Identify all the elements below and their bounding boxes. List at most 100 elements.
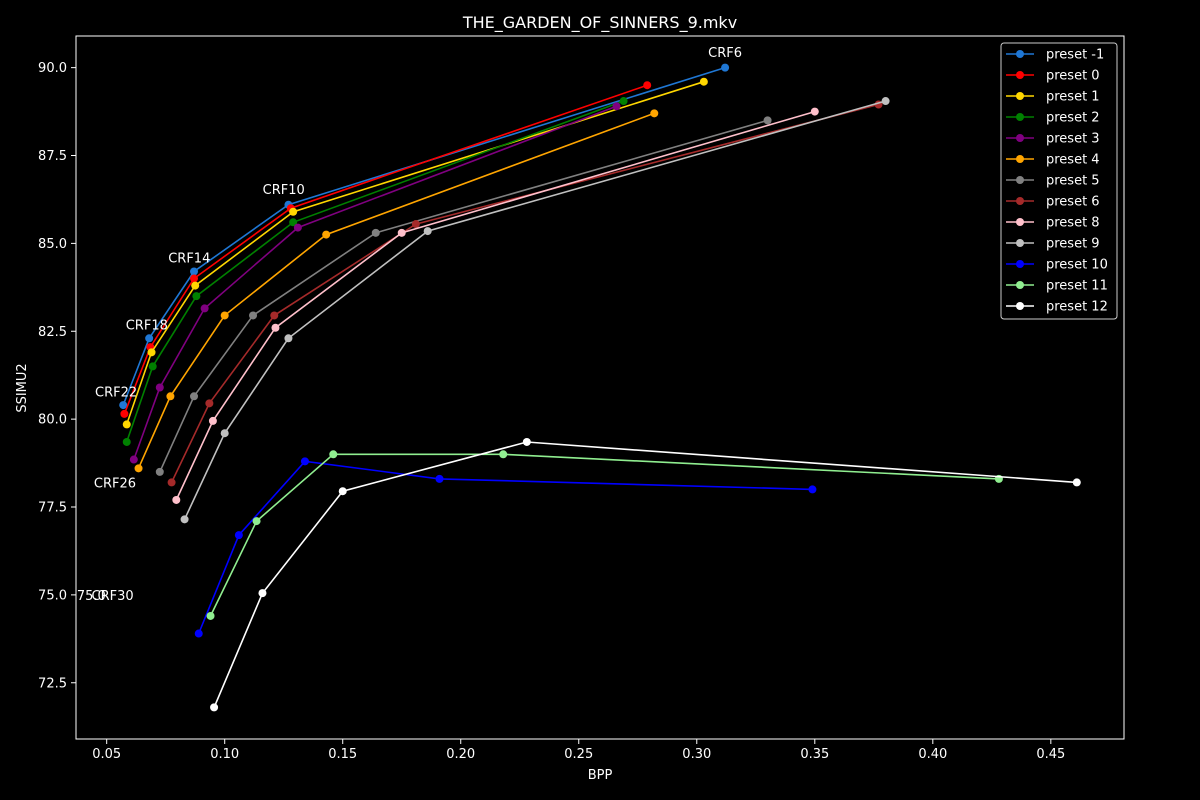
x-tick-label: 0.15 [328, 747, 357, 762]
series-9 [180, 97, 890, 524]
x-tick-label: 0.10 [210, 747, 239, 762]
data-point [329, 450, 338, 459]
legend-item: preset 10 [1006, 258, 1108, 273]
legend-item: preset 8 [1006, 216, 1100, 231]
legend-item: preset 12 [1006, 300, 1108, 315]
data-point [155, 467, 164, 476]
legend-label: preset 0 [1046, 69, 1100, 84]
data-point [122, 420, 131, 429]
data-point [208, 416, 217, 425]
data-point [190, 392, 199, 401]
x-tick-label: 0.30 [682, 747, 711, 762]
data-point [234, 531, 243, 540]
series-10 [194, 457, 817, 638]
data-point [122, 437, 131, 446]
x-tick-label: 0.45 [1036, 747, 1065, 762]
legend-label: preset 4 [1046, 153, 1100, 168]
legend-item: preset 6 [1006, 195, 1100, 210]
data-point [1072, 478, 1081, 487]
data-point [200, 304, 209, 313]
series-11 [206, 450, 1003, 620]
legend-label: preset 1 [1046, 90, 1100, 105]
data-point [148, 362, 157, 371]
legend-item: preset 5 [1006, 174, 1100, 189]
legend-swatch-marker [1016, 92, 1024, 100]
data-point [338, 487, 347, 496]
legend-label: preset 2 [1046, 111, 1100, 126]
data-point [612, 102, 621, 111]
series-5 [134, 109, 659, 473]
data-point [289, 207, 298, 216]
series-8 [172, 107, 819, 504]
data-point [210, 703, 219, 712]
data-point [206, 611, 215, 620]
series-4 [129, 102, 621, 464]
y-axis: 72.5 75.0 77.5 80.0 82.5 85.0 87.5 90.0 [38, 61, 76, 691]
data-point [810, 107, 819, 116]
y-axis-label: SSIMU2 [15, 363, 30, 412]
data-point [808, 485, 817, 494]
legend-swatch-marker [1016, 302, 1024, 310]
annotation-label: 75.0 [77, 589, 106, 604]
data-point [192, 292, 201, 301]
annotation-label: CRF6 [708, 46, 742, 61]
legend-item: preset 3 [1006, 132, 1100, 147]
data-point [435, 474, 444, 483]
legend-label: preset 12 [1046, 300, 1108, 315]
y-tick-label: 90.0 [38, 61, 67, 76]
data-point [293, 223, 302, 232]
y-tick-label: 75.0 [38, 588, 67, 603]
data-point [271, 323, 280, 332]
legend-swatch-marker [1016, 50, 1024, 58]
x-tick-label: 0.20 [446, 747, 475, 762]
data-point [147, 348, 156, 357]
legend-item: preset 4 [1006, 153, 1100, 168]
x-tick-label: 0.05 [92, 747, 121, 762]
data-point [643, 81, 652, 90]
legend-swatch-marker [1016, 113, 1024, 121]
legend: preset -1 preset 0 preset 1 preset 2 preset … [1000, 42, 1118, 320]
data-point [411, 220, 420, 229]
annotation-label: CRF14 [168, 252, 210, 267]
legend-label: preset 6 [1046, 195, 1100, 210]
y-tick-label: 77.5 [38, 501, 67, 516]
data-point [134, 464, 143, 473]
x-axis-label: BPP [588, 768, 613, 783]
series-layer [119, 63, 1081, 712]
series-6 [155, 116, 772, 476]
y-tick-label: 80.0 [38, 413, 67, 428]
data-point [220, 429, 229, 438]
data-point [397, 228, 406, 237]
legend-label: preset 10 [1046, 258, 1108, 273]
chart-title: THE_GARDEN_OF_SINNERS_9.mkv [462, 13, 737, 33]
x-tick-label: 0.25 [564, 747, 593, 762]
legend-label: preset 5 [1046, 174, 1100, 189]
series-2 [122, 77, 708, 429]
data-point [699, 77, 708, 86]
series-12 [210, 437, 1081, 712]
annotation-label: CRF18 [126, 319, 168, 334]
data-point [371, 228, 380, 237]
legend-swatch-marker [1016, 155, 1024, 163]
data-point [258, 589, 267, 598]
series-1 [120, 81, 652, 418]
y-tick-label: 72.5 [38, 676, 67, 691]
data-point [650, 109, 659, 118]
data-point [881, 97, 890, 106]
legend-swatch-marker [1016, 176, 1024, 184]
legend-item: preset -1 [1006, 48, 1104, 63]
legend-item: preset 0 [1006, 69, 1100, 84]
legend-label: preset -1 [1046, 48, 1104, 63]
y-tick-label: 87.5 [38, 149, 67, 164]
data-point [172, 495, 181, 504]
plot-area [75, 35, 1125, 740]
legend-swatch-marker [1016, 134, 1024, 142]
data-point [119, 401, 128, 410]
annotation-label: CRF30 [92, 589, 134, 604]
series-3 [122, 97, 628, 446]
legend-swatch-marker [1016, 197, 1024, 205]
data-point [721, 63, 730, 72]
data-point [155, 383, 164, 392]
